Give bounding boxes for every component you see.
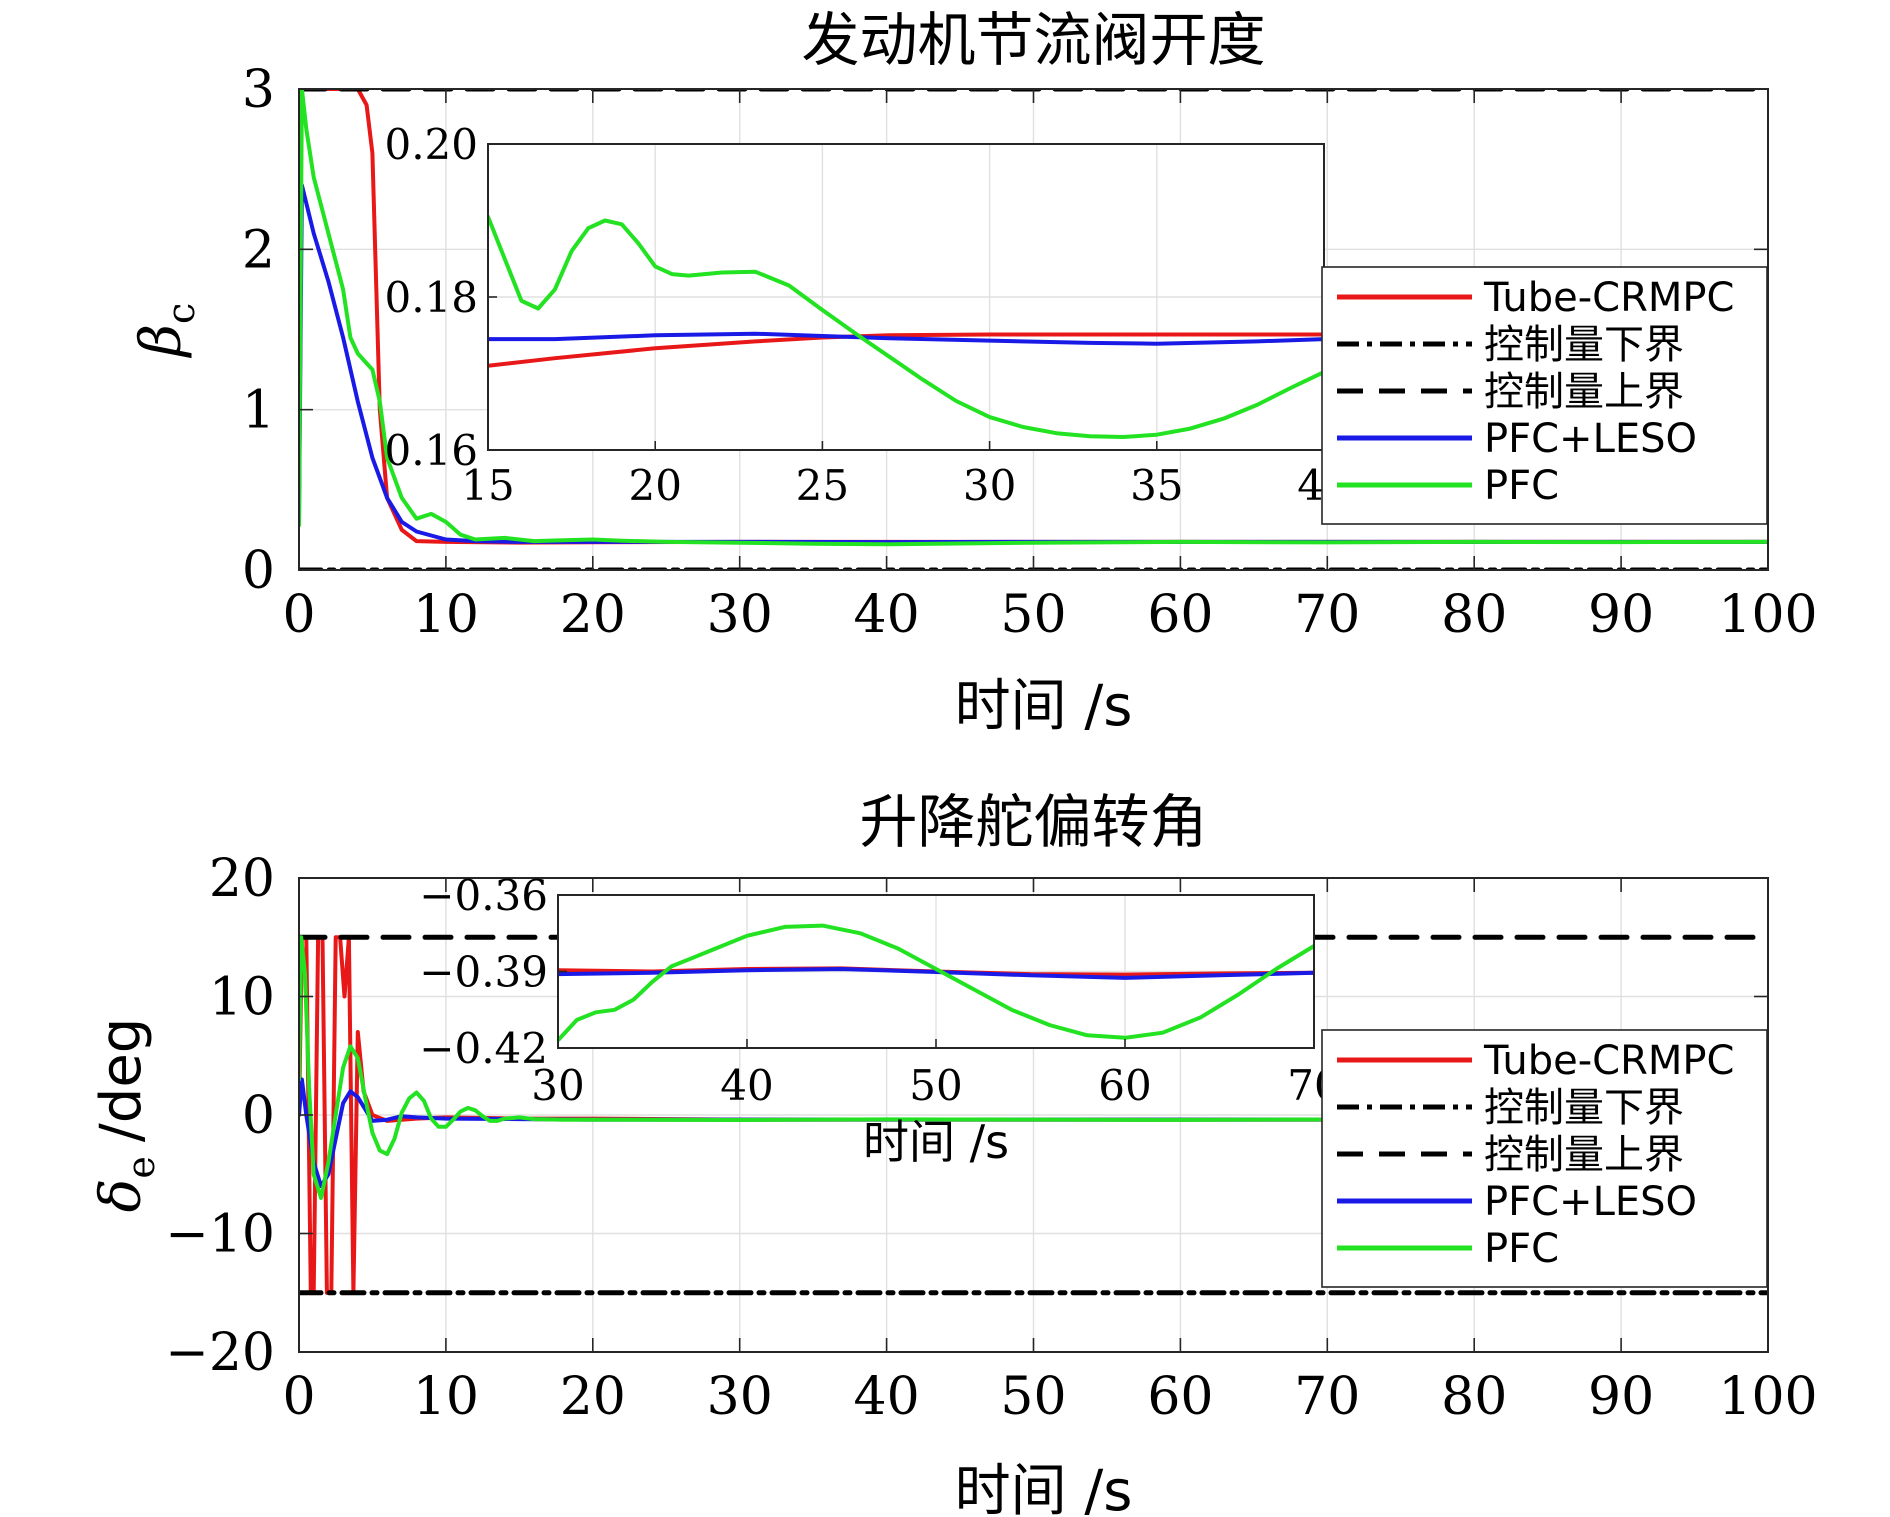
inset-series-line-0: [488, 332, 1324, 368]
legend-entry: 控制量下界: [1484, 1085, 1684, 1131]
inset-x-tick-label: 35: [1130, 461, 1183, 510]
x-tick-label: 70: [1294, 1367, 1360, 1427]
inset-series-group: [488, 214, 1324, 439]
inset-y-tick-label: −0.39: [419, 948, 548, 997]
x-tick-label: 70: [1294, 585, 1360, 645]
x-axis-label: 时间 /s: [955, 674, 1133, 739]
inset-y-tick-label: 0.16: [384, 426, 478, 475]
legend-box: [1321, 1029, 1768, 1288]
x-tick-label: 10: [413, 1367, 479, 1427]
chart-title: 升降舵偏转角: [859, 788, 1207, 856]
y-axis-unit: /deg: [89, 1018, 154, 1142]
inset-0: 1520253035400.160.180.20: [384, 120, 1350, 510]
y-tick-label: 1: [242, 381, 275, 441]
inset-x-tick-label: 15: [461, 461, 514, 510]
inset-series-line-1: [488, 331, 1324, 346]
x-tick-label: 0: [282, 1367, 315, 1427]
inset-y-tick-label: 0.20: [384, 120, 478, 169]
x-tick-label: 20: [560, 585, 626, 645]
inset-x-tick-label: 30: [963, 461, 1016, 510]
inset-y-tick-label: −0.36: [419, 871, 548, 920]
inset-series-line-1: [558, 967, 1314, 980]
y-axis-subscript: c: [159, 303, 203, 324]
y-axis-label: δe/deg: [89, 1018, 163, 1213]
inset-x-tick-label: 40: [720, 1061, 773, 1110]
x-tick-label: 50: [1000, 585, 1066, 645]
legend-entry: 控制量下界: [1484, 322, 1684, 368]
x-tick-label: 40: [854, 1367, 920, 1427]
legend-entry: 控制量上界: [1484, 369, 1684, 415]
x-tick-label: 30: [707, 585, 773, 645]
y-tick-label: 20: [209, 849, 275, 909]
y-tick-label: 0: [242, 541, 275, 601]
x-tick-label: 50: [1000, 1367, 1066, 1427]
inset-x-tick-label: 60: [1098, 1061, 1151, 1110]
y-tick-label: 2: [242, 220, 275, 280]
series-line-4: [299, 89, 1768, 547]
legend-entry: Tube-CRMPC: [1483, 275, 1734, 321]
legend-entry: Tube-CRMPC: [1483, 1038, 1734, 1084]
inset-x-tick-label: 25: [796, 461, 849, 510]
y-tick-label: 0: [242, 1086, 275, 1146]
inset-x-tick-label: 50: [909, 1061, 962, 1110]
x-tick-label: 80: [1441, 585, 1507, 645]
y-axis-symbol: δ: [89, 1179, 154, 1213]
legend-entry: 控制量上界: [1484, 1132, 1684, 1178]
inset-series-line-2: [558, 923, 1314, 1043]
inset-x-tick-label: 20: [628, 461, 681, 510]
inset-x-axis-label: 时间 /s: [863, 1115, 1009, 1169]
y-tick-label: −20: [165, 1323, 275, 1383]
y-tick-label: 3: [242, 60, 275, 120]
x-tick-label: 90: [1588, 1367, 1654, 1427]
legend-entry: PFC+LESO: [1484, 1179, 1697, 1225]
panel-1: 0 10 20 30 40 50 60 70 80 90 100 −20 −10 0 10 20 升降舵偏转角时…: [89, 788, 1818, 1517]
x-axis-label: 时间 /s: [955, 1459, 1133, 1517]
x-tick-label: 20: [560, 1367, 626, 1427]
x-tick-label: 10: [413, 585, 479, 645]
inset-series-group: [558, 923, 1314, 1043]
y-tick-label: −10: [165, 1205, 275, 1265]
legend-entry: PFC+LESO: [1484, 416, 1697, 462]
y-axis-symbol: β: [129, 324, 194, 358]
x-tick-label: 0: [282, 585, 315, 645]
x-tick-label: 40: [854, 585, 920, 645]
legend-box: [1321, 266, 1768, 525]
inset-y-tick-label: 0.18: [384, 273, 478, 322]
x-tick-label: 100: [1718, 1367, 1817, 1427]
chart-title: 发动机节流阀开度: [801, 6, 1265, 74]
x-tick-label: 80: [1441, 1367, 1507, 1427]
x-tick-label: 30: [707, 1367, 773, 1427]
legend-entry: PFC: [1484, 1226, 1559, 1272]
x-tick-label: 60: [1147, 1367, 1213, 1427]
legend-entry: PFC: [1484, 463, 1559, 509]
x-tick-label: 90: [1588, 585, 1654, 645]
y-tick-label: 10: [209, 968, 275, 1028]
y-axis-label: βc: [129, 303, 203, 359]
series-group: [299, 89, 1768, 570]
y-axis-subscript: e: [119, 1156, 163, 1179]
x-tick-label: 100: [1718, 585, 1817, 645]
inset-series-line-2: [488, 214, 1324, 439]
series-line-4: [299, 935, 1768, 1200]
inset-x-tick-label: 30: [531, 1061, 584, 1110]
x-tick-label: 60: [1147, 585, 1213, 645]
inset-y-tick-label: −0.42: [419, 1024, 548, 1073]
